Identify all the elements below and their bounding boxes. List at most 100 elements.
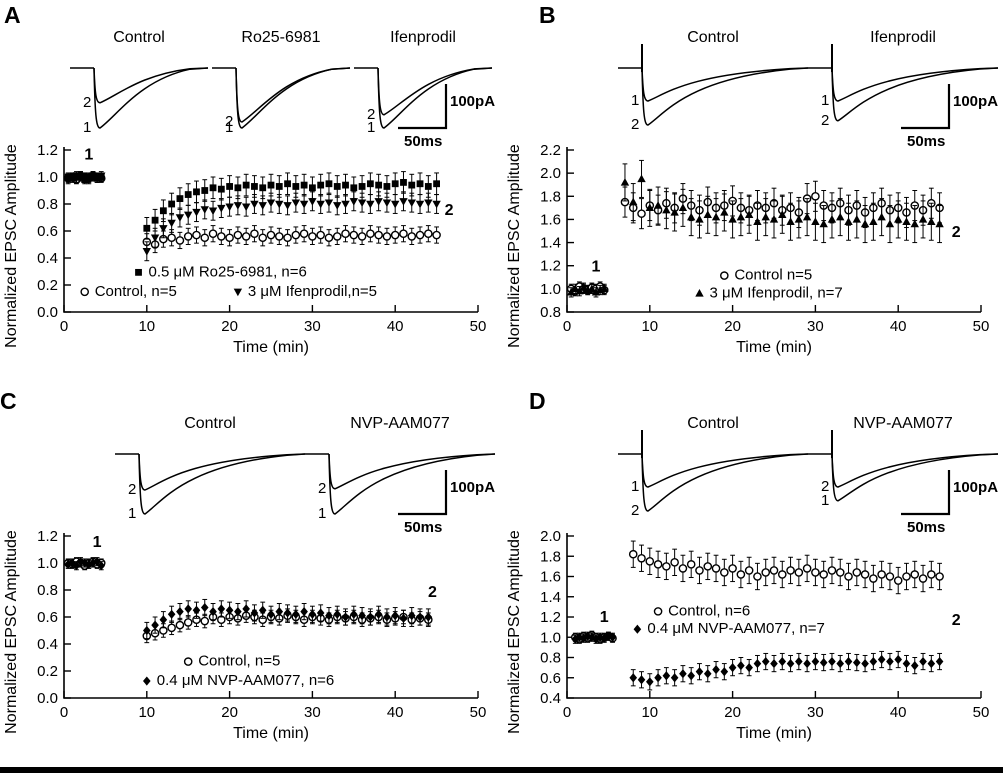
triangle-down-filled	[233, 288, 243, 297]
circle-open	[291, 230, 301, 240]
x-tick-label: 10	[641, 704, 658, 721]
square-filled	[267, 181, 275, 189]
diamond-filled	[350, 609, 358, 619]
triangle-up-filled	[811, 217, 820, 225]
circle-open	[424, 229, 433, 238]
triangle-up-filled	[662, 205, 671, 214]
circle-open	[80, 287, 89, 297]
triangle-down-filled	[308, 198, 317, 206]
panel-letter-D: D	[529, 388, 546, 414]
diamond-filled	[695, 667, 704, 677]
x-tick-label: 0	[60, 318, 68, 335]
diamond-filled	[571, 634, 580, 644]
diamond-filled	[795, 656, 803, 667]
y-tick-label: 1.8	[540, 188, 561, 205]
scale-bar	[901, 470, 951, 516]
circle-open	[927, 570, 936, 579]
triangle-down-filled	[142, 248, 151, 256]
diamond-filled	[761, 656, 770, 667]
triangle-up-filled	[720, 208, 729, 216]
scale-current-label: 100pA	[953, 93, 998, 110]
circle-open	[852, 568, 862, 577]
x-tick-label: 30	[304, 318, 321, 335]
triangle-down-filled	[374, 198, 383, 206]
series-control-n-6	[570, 540, 944, 644]
x-tick-label: 40	[890, 318, 907, 335]
y-tick-label: 1.2	[37, 142, 58, 159]
diamond-filled	[869, 656, 878, 667]
trace-label: NVP-AAM077	[350, 415, 450, 432]
scale-current-label: 100pA	[953, 479, 998, 496]
triangle-up-filled	[579, 283, 588, 291]
circle-open	[811, 568, 820, 577]
y-tick-label: 1.4	[540, 235, 561, 252]
triangle-up-filled	[587, 284, 597, 293]
square-filled	[151, 216, 159, 224]
square-filled	[201, 187, 209, 194]
annotation: 2	[445, 202, 454, 219]
diamond-filled	[629, 673, 638, 683]
y-tick-label: 0.4	[540, 690, 561, 707]
diamond-filled	[192, 605, 201, 615]
square-filled	[317, 181, 325, 189]
triangle-down-filled	[233, 202, 243, 210]
diamond-filled	[242, 604, 250, 614]
triangle-down-filled	[225, 203, 234, 212]
circle-open	[869, 574, 878, 583]
circle-open	[777, 570, 787, 579]
triangle-down-filled	[84, 176, 94, 185]
panel-D: D Control 1 2 NVP-AAM077 1 2 100pA 50ms 0 10 20 30 4…	[503, 386, 1003, 771]
diamond-filled	[778, 656, 787, 667]
diamond-filled	[366, 612, 375, 622]
diamond-filled	[703, 669, 712, 679]
circle-open	[637, 209, 646, 218]
square-filled	[416, 180, 424, 188]
trace-label: Ifenprodil	[870, 29, 936, 46]
x-tick-label: 0	[563, 318, 571, 335]
series-3-um-ifenprodil-n-7	[566, 159, 944, 298]
triangle-up-filled	[620, 178, 630, 186]
circle-open	[877, 570, 886, 579]
square-filled	[342, 181, 349, 189]
diamond-filled	[927, 658, 936, 669]
epsc-trace	[328, 453, 496, 490]
circle-open	[686, 560, 696, 569]
circle-open	[366, 229, 375, 238]
triangle-down-filled	[275, 200, 284, 209]
circle-open	[653, 560, 663, 569]
y-tick-label: 1.0	[37, 169, 58, 186]
y-tick-label: 1.0	[540, 281, 561, 298]
panel-A-chart-host: Control 1 2 Ro25-6981 1 2 Ifenprodil 1 2 100pA 50m…	[0, 0, 500, 385]
diamond-filled	[811, 656, 820, 667]
triangle-down-filled	[357, 199, 367, 208]
trace-label: Ro25-6981	[241, 29, 320, 46]
circle-open	[935, 572, 944, 581]
triangle-down-filled	[97, 172, 106, 181]
square-filled	[251, 183, 258, 190]
x-tick-label: 50	[470, 318, 487, 335]
trace-number: 2	[821, 112, 829, 129]
trace-number: 1	[318, 505, 326, 522]
triangle-up-filled	[728, 215, 737, 223]
square-filled	[184, 191, 192, 198]
square-filled	[375, 181, 383, 189]
chart: 0 10 20 30 40 50 0.4 0.6 0.8 1.0 1.2 1.4 1.6 1.8 2.0 Ti…	[506, 528, 989, 742]
triangle-down-filled	[63, 176, 73, 185]
y-tick-label: 0.6	[540, 670, 561, 687]
square-filled	[350, 184, 358, 192]
epsc-trace	[235, 67, 351, 129]
triangle-down-filled	[72, 175, 81, 183]
circle-open	[720, 568, 729, 577]
diamond-filled	[662, 671, 671, 681]
triangle-down-filled	[415, 200, 425, 209]
legend-label: 0.4 μM NVP-AAM077, n=6	[157, 672, 334, 689]
trace-label: Control	[184, 415, 236, 432]
square-filled	[424, 183, 432, 190]
triangle-up-filled	[910, 219, 919, 228]
panel-B-figure: Control 1 2 Ifenprodil 1 2 100pA 50ms 0 10 20 30 40 5…	[506, 29, 998, 356]
triangle-down-filled	[258, 202, 267, 210]
square-filled	[143, 224, 151, 232]
legend-label: Control n=5	[734, 267, 812, 284]
triangle-down-filled	[391, 200, 400, 209]
